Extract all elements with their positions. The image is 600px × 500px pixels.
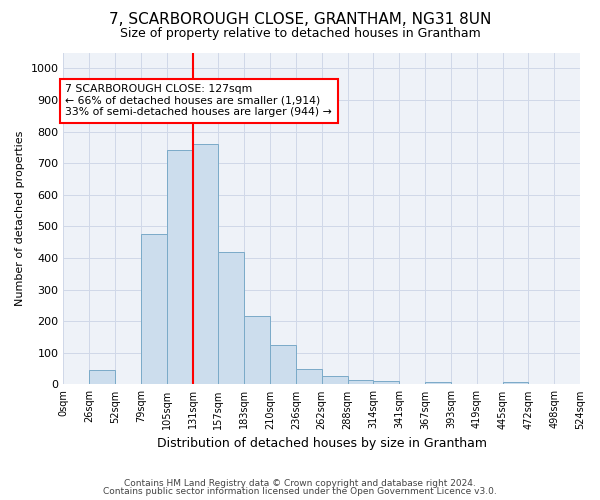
Text: Contains HM Land Registry data © Crown copyright and database right 2024.: Contains HM Land Registry data © Crown c…	[124, 478, 476, 488]
Bar	[296, 368, 322, 384]
Bar	[425, 382, 451, 384]
Bar	[218, 252, 244, 384]
Bar	[141, 234, 167, 384]
Bar	[244, 316, 270, 384]
Text: Size of property relative to detached houses in Grantham: Size of property relative to detached ho…	[119, 28, 481, 40]
Bar	[193, 144, 218, 384]
Bar	[373, 382, 399, 384]
Text: Contains public sector information licensed under the Open Government Licence v3: Contains public sector information licen…	[103, 487, 497, 496]
Bar	[347, 380, 373, 384]
Bar	[503, 382, 529, 384]
Text: 7, SCARBOROUGH CLOSE, GRANTHAM, NG31 8UN: 7, SCARBOROUGH CLOSE, GRANTHAM, NG31 8UN	[109, 12, 491, 28]
Bar	[167, 150, 193, 384]
X-axis label: Distribution of detached houses by size in Grantham: Distribution of detached houses by size …	[157, 437, 487, 450]
Bar	[322, 376, 347, 384]
Bar	[270, 345, 296, 385]
Text: 7 SCARBOROUGH CLOSE: 127sqm
← 66% of detached houses are smaller (1,914)
33% of : 7 SCARBOROUGH CLOSE: 127sqm ← 66% of det…	[65, 84, 332, 117]
Bar	[89, 370, 115, 384]
Y-axis label: Number of detached properties: Number of detached properties	[15, 131, 25, 306]
